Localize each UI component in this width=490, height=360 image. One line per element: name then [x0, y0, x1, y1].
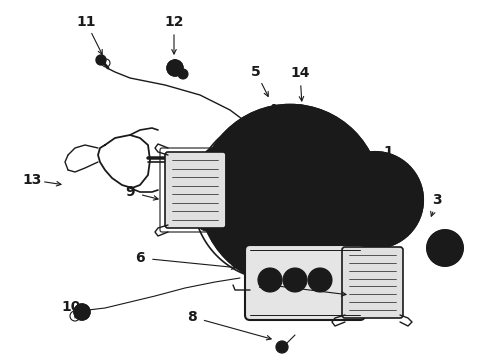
- Circle shape: [355, 180, 395, 220]
- Circle shape: [198, 165, 215, 181]
- Circle shape: [238, 143, 342, 247]
- Text: 6: 6: [135, 251, 145, 265]
- Circle shape: [280, 262, 295, 278]
- Circle shape: [203, 148, 227, 172]
- Circle shape: [74, 304, 90, 320]
- Circle shape: [265, 170, 315, 220]
- Circle shape: [280, 118, 295, 134]
- Text: 2: 2: [303, 145, 313, 159]
- Circle shape: [383, 234, 392, 242]
- Circle shape: [178, 69, 188, 79]
- Circle shape: [96, 55, 106, 65]
- Circle shape: [200, 105, 380, 285]
- Circle shape: [411, 196, 419, 204]
- FancyBboxPatch shape: [245, 245, 365, 320]
- Circle shape: [293, 105, 307, 119]
- Text: 9: 9: [125, 185, 135, 199]
- Text: 4: 4: [267, 103, 277, 117]
- Circle shape: [427, 230, 463, 266]
- Text: 14: 14: [290, 66, 310, 80]
- Circle shape: [339, 220, 346, 228]
- Circle shape: [198, 215, 215, 231]
- Circle shape: [209, 154, 221, 166]
- Circle shape: [167, 60, 183, 76]
- Circle shape: [258, 268, 282, 292]
- Text: 13: 13: [23, 173, 42, 187]
- Circle shape: [283, 268, 307, 292]
- Circle shape: [440, 243, 450, 253]
- Text: 10: 10: [61, 300, 81, 314]
- Circle shape: [327, 152, 423, 248]
- Circle shape: [308, 268, 332, 292]
- Circle shape: [383, 158, 392, 166]
- FancyBboxPatch shape: [165, 152, 226, 228]
- Text: 1: 1: [383, 145, 393, 159]
- FancyBboxPatch shape: [342, 247, 403, 318]
- Circle shape: [339, 172, 346, 180]
- Text: 7: 7: [256, 277, 266, 291]
- Text: 5: 5: [251, 65, 261, 79]
- Text: 8: 8: [187, 310, 197, 324]
- Circle shape: [276, 341, 288, 353]
- Text: 3: 3: [432, 193, 442, 207]
- Text: 12: 12: [164, 15, 184, 29]
- Text: 11: 11: [76, 15, 96, 29]
